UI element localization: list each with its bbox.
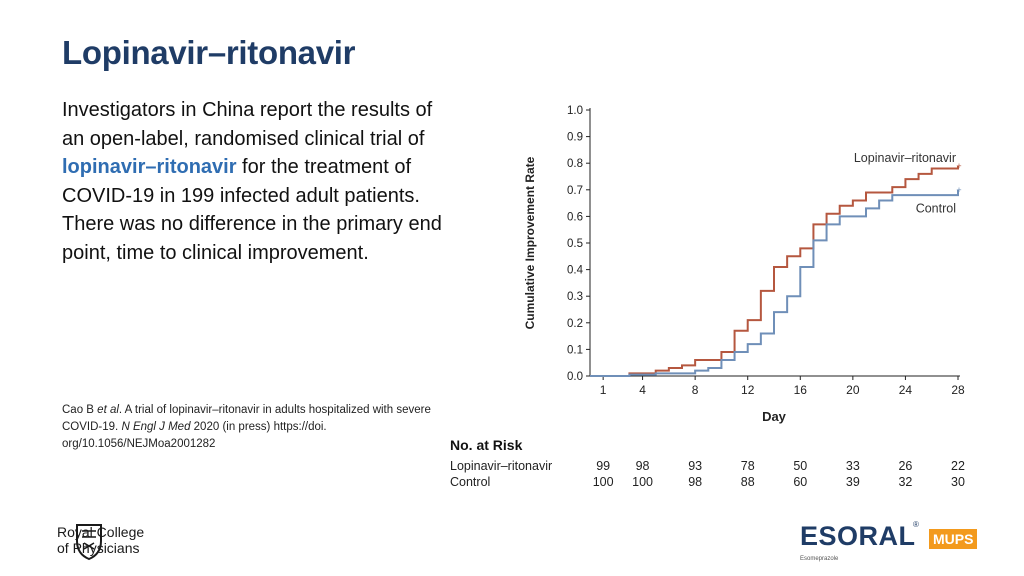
esoral-subtext: Esomeprazole — [800, 556, 839, 562]
series-label-lopinavir: Lopinavir–ritonavir — [854, 151, 956, 165]
body-text-part-1: Investigators in China report the result… — [62, 99, 433, 150]
risk-table-row-label: Lopinavir–ritonavir — [450, 459, 552, 473]
y-tick-label: 0.7 — [567, 185, 583, 197]
y-tick-label: 1.0 — [567, 105, 583, 117]
x-tick-label: 12 — [741, 383, 755, 397]
body-text-part-2: for the treatment of COVID-19 in 199 inf… — [62, 156, 442, 264]
y-axis-label: Cumulative Improvement Rate — [523, 156, 537, 329]
rcp-line-1: Royal College — [57, 524, 145, 540]
risk-table-cell: 32 — [898, 475, 912, 489]
risk-table-cell: 22 — [951, 459, 965, 473]
risk-table-cell: 100 — [593, 475, 614, 489]
series-end-marker: + — [956, 185, 961, 195]
citation-journal: N Engl J Med — [121, 421, 191, 433]
x-tick-label: 20 — [846, 383, 860, 397]
risk-table-cell: 100 — [632, 475, 653, 489]
esoral-logo: ESORAL — [800, 521, 916, 551]
chart-legend-labels: Day Cumulative Improvement Rate Lopinavir–… — [523, 151, 956, 424]
y-tick-label: 0.6 — [567, 211, 583, 223]
risk-table-cell: 26 — [898, 459, 912, 473]
risk-table-header: No. at Risk — [450, 437, 523, 453]
chart-axes — [589, 108, 960, 377]
citation-et-al: et al — [97, 404, 119, 416]
risk-table-cell: 98 — [688, 475, 702, 489]
rcp-line-2: of Physicians — [57, 540, 140, 556]
citation: Cao B et al. A trial of lopinavir–ritona… — [62, 402, 437, 453]
y-tick-label: 0.2 — [567, 318, 583, 330]
mups-badge: MUPS — [929, 529, 978, 549]
citation-doi: 2020 (in press) https://doi. org/10.1056… — [62, 421, 327, 450]
risk-table-cell: 99 — [596, 459, 610, 473]
rcp-logo-text: Royal College of Physicians — [57, 524, 144, 556]
risk-table-cell: 98 — [636, 459, 650, 473]
y-tick-label: 0.8 — [567, 158, 583, 170]
chart-series: ++ — [590, 161, 962, 377]
slide-body-text: Investigators in China report the result… — [62, 96, 442, 267]
risk-table-cell: 39 — [846, 475, 860, 489]
series-line-lopinavir — [590, 165, 959, 377]
series-line-control — [590, 189, 959, 377]
risk-table-cell: 93 — [688, 459, 702, 473]
risk-table-cell: 30 — [951, 475, 965, 489]
x-tick-label: 28 — [951, 383, 965, 397]
body-text-highlight: lopinavir–ritonavir — [62, 156, 237, 178]
x-tick-label: 8 — [692, 383, 699, 397]
kaplan-meier-chart: 0.0 0.1 0.2 0.3 0.4 0.5 0.6 0.7 0.8 0.9 1.0 1 4 8 12 16… — [450, 105, 965, 489]
x-tick-label: 24 — [899, 383, 913, 397]
y-tick-label: 0.5 — [567, 238, 583, 250]
citation-title: . A trial of lopinavir–ritonavir in adul… — [62, 404, 431, 433]
citation-authors: Cao B — [62, 404, 98, 416]
series-label-control: Control — [916, 201, 956, 215]
risk-table-cell: 50 — [793, 459, 807, 473]
y-tick-label: 0.3 — [567, 291, 583, 303]
slide-title: Lopinavir–ritonavir — [62, 34, 356, 71]
series-end-marker: + — [956, 161, 961, 171]
y-tick-label: 0.0 — [567, 371, 583, 383]
esoral-registered-mark: ® — [913, 520, 919, 529]
x-axis-label: Day — [762, 409, 787, 424]
x-tick-label: 1 — [600, 383, 607, 397]
risk-table-cell: 60 — [793, 475, 807, 489]
risk-table-cell: 78 — [741, 459, 755, 473]
chart-ticks: 0.0 0.1 0.2 0.3 0.4 0.5 0.6 0.7 0.8 0.9 1.0 1 4 8 12 16… — [567, 105, 965, 397]
y-tick-label: 0.1 — [567, 344, 583, 356]
risk-table: No. at Risk Lopinavir–ritonavir 99 98 93 78 50… — [450, 437, 965, 489]
risk-table-cell: 88 — [741, 475, 755, 489]
rcp-crest-icon — [76, 524, 102, 561]
y-tick-label: 0.9 — [567, 132, 583, 144]
risk-table-row-label: Control — [450, 475, 490, 489]
x-tick-label: 16 — [794, 383, 808, 397]
y-tick-label: 0.4 — [567, 265, 584, 277]
x-tick-label: 4 — [639, 383, 646, 397]
risk-table-cell: 33 — [846, 459, 860, 473]
